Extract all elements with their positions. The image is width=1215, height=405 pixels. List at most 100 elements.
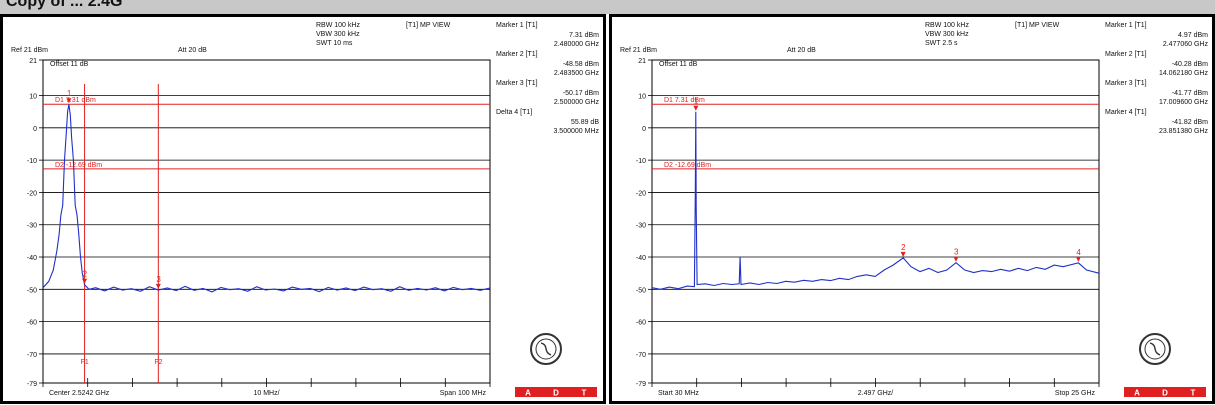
readout-title: Marker 1 [T1] xyxy=(496,22,538,29)
marker-label: 3 xyxy=(954,248,959,257)
ref-level-label: Ref 21 dBm xyxy=(620,47,657,54)
display-line-label: D1 7.31 dBm xyxy=(664,97,705,104)
readout-title: Marker 3 [T1] xyxy=(1105,80,1147,87)
readout-title: Marker 4 [T1] xyxy=(1105,109,1147,116)
marker-label: 2 xyxy=(83,270,88,279)
x-start-label: Start 30 MHz xyxy=(658,390,699,397)
y-tick-label: -30 xyxy=(636,223,646,230)
x-scale-label: 10 MHz/ xyxy=(253,390,279,397)
y-tick-label: -79 xyxy=(27,381,37,388)
y-tick-label: -20 xyxy=(636,190,646,197)
offset-label: Offset 11 dB xyxy=(659,61,698,68)
spectrum-trace xyxy=(42,104,491,293)
certification-bar xyxy=(1124,387,1206,397)
readout-value: 2.477060 GHz xyxy=(1163,41,1209,48)
spectrum-plot-right: Ref 21 dBm Att 20 dB RBW 100 kHz VBW 300 kH… xyxy=(620,22,1209,398)
y-tick-label: -20 xyxy=(27,190,37,197)
ref-level-label: Ref 21 dBm xyxy=(11,47,48,54)
y-tick-label: 10 xyxy=(29,94,37,101)
certification-letter: A xyxy=(525,389,531,398)
sweep-time-label: SWT 10 ms xyxy=(316,40,353,47)
spectrum-plot-left: Ref 21 dBm Att 20 dB RBW 100 kHz VBW 300 kH… xyxy=(11,22,600,398)
marker-label: 3 xyxy=(156,275,161,284)
attenuation-label: Att 20 dB xyxy=(787,47,816,54)
seal-inner-ring xyxy=(1144,338,1166,360)
certification-letter: A xyxy=(1134,389,1140,398)
readout-value: -40.28 dBm xyxy=(1172,61,1208,68)
readout-title: Marker 3 [T1] xyxy=(496,80,538,87)
marker-label: 1 xyxy=(694,97,699,106)
trace-mode-label: [T1] MP VIEW xyxy=(406,22,451,29)
marker-symbol xyxy=(82,278,88,284)
y-tick-label: 10 xyxy=(638,94,646,101)
readout-value: 2.483500 GHz xyxy=(554,70,600,77)
readout-value: 17.009600 GHz xyxy=(1159,99,1209,106)
readout-value: -48.58 dBm xyxy=(563,61,599,68)
title-fragment: Copy of ... 2.4G xyxy=(6,0,123,10)
marker-symbol xyxy=(1075,256,1081,262)
certification-letter: D xyxy=(553,389,559,398)
marker-label: 2 xyxy=(901,243,906,252)
plot-frame xyxy=(42,59,491,384)
readout-value: 23.851380 GHz xyxy=(1159,128,1209,135)
readout-value: -50.17 dBm xyxy=(563,90,599,97)
display-line-label: D1 7.31 dBm xyxy=(55,97,96,104)
readout-value: 3.500000 MHz xyxy=(553,128,599,135)
marker-symbol xyxy=(693,105,699,111)
marker-symbol xyxy=(155,283,161,289)
frequency-line-label: F1 xyxy=(81,359,89,366)
y-tick-label: -50 xyxy=(636,287,646,294)
readout-value: 14.062180 GHz xyxy=(1159,70,1209,77)
trace-mode-label: [T1] MP VIEW xyxy=(1015,22,1060,29)
vbw-label: VBW 300 kHz xyxy=(316,31,360,38)
readout-value: 2.500000 GHz xyxy=(554,99,600,106)
readout-value: -41.77 dBm xyxy=(1172,90,1208,97)
display-line-label: D2 -12.69 dBm xyxy=(55,162,102,169)
plot-frame xyxy=(651,59,1100,384)
certification-letter: T xyxy=(1191,389,1196,398)
display-line-label: D2 -12.69 dBm xyxy=(664,162,711,169)
x-end-label: Span 100 MHz xyxy=(440,390,487,397)
readout-value: 2.480000 GHz xyxy=(554,41,600,48)
y-tick-label: 21 xyxy=(638,58,646,65)
marker-symbol xyxy=(66,98,72,104)
readout-title: Marker 2 [T1] xyxy=(496,51,538,58)
frequency-line-label: F2 xyxy=(154,359,162,366)
analyzer-panel-left: Ref 21 dBm Att 20 dB RBW 100 kHz VBW 300 kH… xyxy=(0,14,606,404)
rbw-label: RBW 100 kHz xyxy=(316,22,360,29)
x-end-label: Stop 25 GHz xyxy=(1055,390,1096,397)
x-scale-label: 2.497 GHz/ xyxy=(858,390,893,397)
marker-symbol xyxy=(953,256,959,262)
seal-emblem xyxy=(540,342,552,356)
seal-emblem xyxy=(1149,342,1161,356)
x-start-label: Center 2.5242 GHz xyxy=(49,390,110,397)
readout-value: -41.82 dBm xyxy=(1172,119,1208,126)
y-tick-label: -70 xyxy=(636,352,646,359)
certification-letter: D xyxy=(1162,389,1168,398)
attenuation-label: Att 20 dB xyxy=(178,47,207,54)
y-tick-label: -10 xyxy=(27,158,37,165)
marker-label: 1 xyxy=(67,89,72,98)
readout-title: Marker 2 [T1] xyxy=(1105,51,1147,58)
readout-title: Delta 4 [T1] xyxy=(496,109,532,116)
rbw-label: RBW 100 kHz xyxy=(925,22,969,29)
y-tick-label: -30 xyxy=(27,223,37,230)
seal-inner-ring xyxy=(535,338,557,360)
certification-bar xyxy=(515,387,597,397)
spectrum-trace xyxy=(651,111,1100,290)
readout-value: 7.31 dBm xyxy=(569,32,599,39)
y-tick-label: -40 xyxy=(636,255,646,262)
sweep-time-label: SWT 2.5 s xyxy=(925,40,958,47)
marker-symbol xyxy=(900,251,906,257)
y-tick-label: -70 xyxy=(27,352,37,359)
y-tick-label: -60 xyxy=(27,320,37,327)
offset-label: Offset 11 dB xyxy=(50,61,89,68)
y-tick-label: 0 xyxy=(642,126,646,133)
readout-value: 4.97 dBm xyxy=(1178,32,1208,39)
vbw-label: VBW 300 kHz xyxy=(925,31,969,38)
certification-letter: T xyxy=(582,389,587,398)
title-bar: Copy of ... 2.4G xyxy=(0,0,1215,14)
readout-value: 55.89 dB xyxy=(571,119,599,126)
y-tick-label: -10 xyxy=(636,158,646,165)
